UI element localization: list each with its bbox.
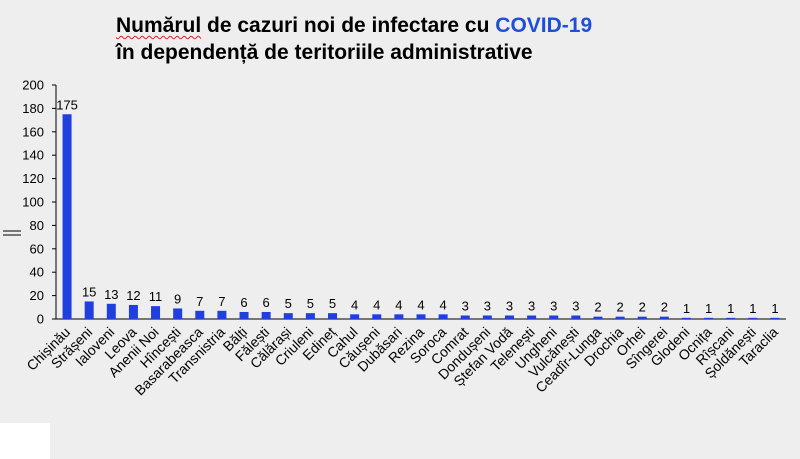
bar <box>659 316 669 319</box>
data-label: 2 <box>616 300 623 315</box>
bar <box>62 114 72 319</box>
data-label: 3 <box>550 298 557 313</box>
data-label: 1 <box>749 301 756 316</box>
bar <box>283 313 293 319</box>
bar <box>527 315 537 319</box>
y-tick-label: 60 <box>30 241 44 256</box>
data-label: 6 <box>240 295 247 310</box>
data-label: 3 <box>506 298 513 313</box>
data-label: 175 <box>56 97 78 112</box>
bar <box>726 317 736 319</box>
bar <box>350 314 360 319</box>
blank-corner <box>0 423 50 459</box>
data-label: 13 <box>104 287 118 302</box>
bar <box>173 308 183 319</box>
data-label: 4 <box>440 297 447 312</box>
bar <box>571 315 581 319</box>
bar <box>239 311 249 319</box>
data-label: 1 <box>771 301 778 316</box>
data-label: 9 <box>174 291 181 306</box>
data-label: 6 <box>263 295 270 310</box>
title-word-numarul: Numărul <box>116 14 202 37</box>
bar <box>195 310 205 319</box>
y-tick-label: 0 <box>37 312 44 327</box>
bar <box>416 314 426 319</box>
data-label: 4 <box>395 297 402 312</box>
bar <box>704 317 714 319</box>
chart-title-line1: Numărul de cazuri noi de infectare cu CO… <box>116 12 592 39</box>
y-tick-label: 120 <box>22 171 44 186</box>
title-covid-highlight: COVID-19 <box>495 14 593 37</box>
bar <box>261 311 271 319</box>
bar <box>106 303 116 319</box>
bar <box>681 317 691 319</box>
bar <box>482 315 492 319</box>
data-label: 4 <box>417 297 424 312</box>
y-tick-label: 40 <box>30 265 44 280</box>
bar <box>328 313 338 319</box>
bar <box>438 314 448 319</box>
chart-title-line2: în dependență de teritoriile administrat… <box>116 41 533 64</box>
data-label: 1 <box>683 301 690 316</box>
data-label: 2 <box>661 300 668 315</box>
bar <box>504 315 514 319</box>
y-tick-label: 160 <box>22 124 44 139</box>
data-label: 3 <box>484 298 491 313</box>
data-label: 1 <box>727 301 734 316</box>
data-label: 5 <box>329 296 336 311</box>
chart-title: Numărul de cazuri noi de infectare cu CO… <box>116 12 592 66</box>
data-label: 15 <box>82 284 96 299</box>
bar <box>549 315 559 319</box>
data-label: 3 <box>462 298 469 313</box>
bar <box>84 301 94 319</box>
data-label: 4 <box>351 297 358 312</box>
bar <box>394 314 404 319</box>
data-label: 4 <box>373 297 380 312</box>
data-label: 11 <box>149 289 163 304</box>
data-label: 5 <box>285 296 292 311</box>
bar <box>770 317 780 319</box>
bar <box>151 306 161 319</box>
bar <box>305 313 315 319</box>
data-label: 2 <box>594 300 601 315</box>
data-label: 7 <box>196 294 203 309</box>
data-label: 2 <box>639 300 646 315</box>
y-tick-label: 20 <box>30 288 44 303</box>
title-line1-text: de cazuri noi de infectare cu <box>201 14 496 37</box>
data-label: 1 <box>705 301 712 316</box>
y-tick-label: 140 <box>22 148 44 163</box>
bar <box>460 315 470 319</box>
data-label: 5 <box>307 296 314 311</box>
data-label: 3 <box>528 298 535 313</box>
bar <box>615 316 625 319</box>
bar <box>637 316 647 319</box>
y-tick-label: 80 <box>30 218 44 233</box>
y-tick-label: 180 <box>22 101 44 116</box>
y-tick-label: 100 <box>22 195 44 210</box>
bar <box>217 310 227 319</box>
data-label: 3 <box>572 298 579 313</box>
bar <box>593 316 603 319</box>
bar <box>748 317 758 319</box>
bar <box>372 314 382 319</box>
data-label: 7 <box>218 294 225 309</box>
data-label: 12 <box>126 288 140 303</box>
bar <box>128 304 138 319</box>
y-tick-label: 200 <box>22 78 44 93</box>
